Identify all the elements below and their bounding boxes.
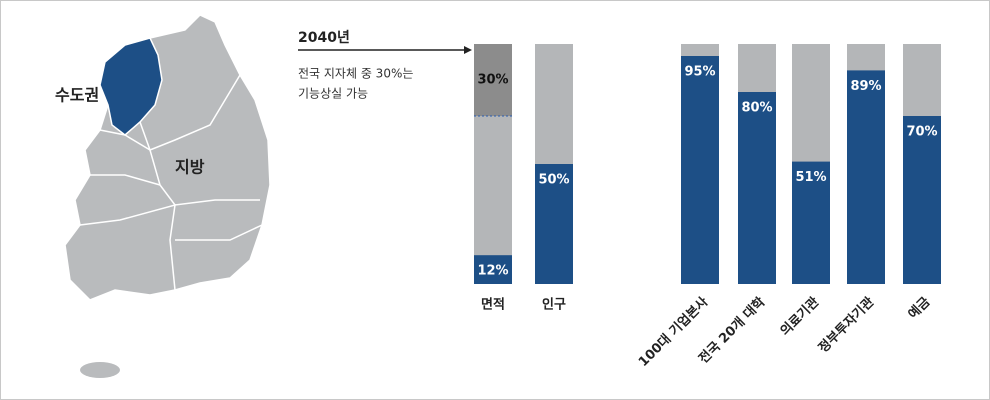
value-label: 95% [684, 65, 715, 80]
map-border [139, 74, 241, 151]
annotation-text: 전국 지자체 중 30%는 [298, 67, 413, 81]
map-border [175, 224, 263, 241]
map: 수도권 지방 [55, 14, 271, 378]
map-region [64, 14, 271, 301]
bar [847, 70, 885, 285]
annotation-title: 2040년 [298, 30, 350, 46]
annotation-arrowhead [464, 46, 472, 54]
bar [903, 116, 941, 284]
map-border [90, 174, 161, 186]
x-tick-label: 면적 [481, 297, 505, 313]
highlight-segment [474, 44, 512, 116]
value-label: 70% [906, 125, 937, 140]
value-label: 50% [538, 173, 569, 188]
value-label: 89% [850, 79, 881, 94]
map-border [79, 203, 176, 291]
value-label: 80% [741, 101, 772, 116]
bar [681, 56, 719, 284]
map-capital [99, 37, 163, 136]
bar [535, 164, 573, 284]
x-tick-label: 정부투자기관 [815, 294, 877, 356]
value-label: 51% [795, 170, 826, 185]
bar [474, 255, 512, 284]
highlight-label: 30% [477, 73, 508, 88]
bar [738, 92, 776, 284]
bar [792, 161, 830, 284]
value-label: 12% [477, 264, 508, 279]
annotation-text: 기능상실 가능 [298, 87, 368, 101]
map-label: 지방 [175, 158, 205, 177]
x-tick-label: 인구 [542, 297, 566, 313]
map-label: 수도권 [55, 86, 99, 105]
x-tick-label: 예금 [905, 294, 933, 322]
map-island [80, 362, 120, 378]
x-tick-label: 의료기관 [777, 294, 822, 339]
